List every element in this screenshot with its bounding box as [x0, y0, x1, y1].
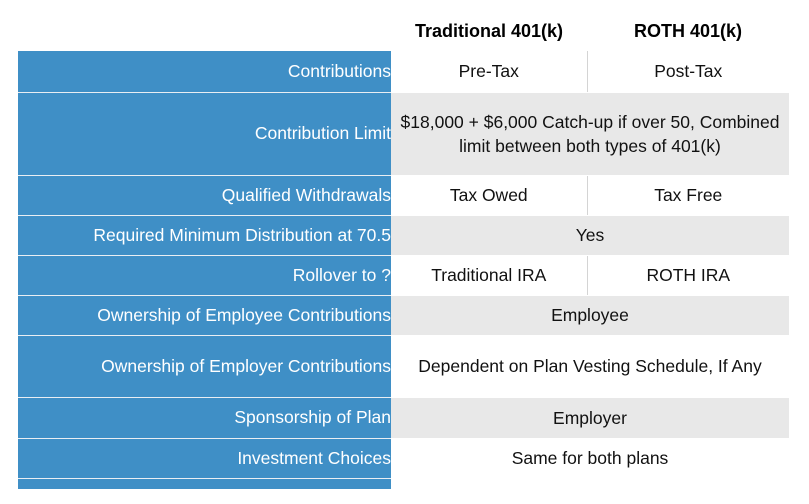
label-column-tail: [18, 478, 391, 489]
row-contributions: Contributions Pre-Tax Post-Tax: [18, 51, 789, 93]
row-qualified-withdrawals: Qualified Withdrawals Tax Owed Tax Free: [18, 175, 789, 216]
cell-combined: Employer: [391, 397, 789, 439]
cell-combined: Yes: [391, 215, 789, 256]
row-label: Contributions: [18, 51, 391, 93]
comparison-table: Traditional 401(k) ROTH 401(k) Contribut…: [18, 11, 789, 489]
footer-blank: [391, 478, 789, 489]
cell-traditional: Traditional IRA: [391, 255, 587, 296]
header-blank-cell: [18, 11, 391, 51]
cell-combined: $18,000 + $6,000 Catch-up if over 50, Co…: [391, 92, 789, 176]
cell-traditional: Pre-Tax: [391, 51, 587, 93]
row-ownership-employee: Ownership of Employee Contributions Empl…: [18, 295, 789, 336]
row-label: Ownership of Employer Contributions: [18, 335, 391, 398]
cell-combined: Dependent on Plan Vesting Schedule, If A…: [391, 335, 789, 398]
column-header-traditional: Traditional 401(k): [414, 20, 564, 41]
cell-roth: Post-Tax: [586, 51, 789, 93]
cell-combined: Employee: [391, 295, 789, 336]
row-label: Rollover to ?: [18, 255, 391, 296]
cell-combined: Same for both plans: [391, 438, 789, 479]
row-label: Contribution Limit: [18, 92, 391, 176]
row-ownership-employer: Ownership of Employer Contributions Depe…: [18, 335, 789, 398]
cell-roth: ROTH IRA: [586, 255, 789, 296]
column-header-roth: ROTH 401(k): [633, 20, 743, 41]
cell-traditional: Tax Owed: [391, 175, 587, 216]
row-label: Ownership of Employee Contributions: [18, 295, 391, 336]
row-rollover: Rollover to ? Traditional IRA ROTH IRA: [18, 255, 789, 296]
row-sponsorship: Sponsorship of Plan Employer: [18, 397, 789, 439]
header-row: Traditional 401(k) ROTH 401(k): [18, 11, 789, 51]
row-label: Investment Choices: [18, 438, 391, 479]
row-label: Required Minimum Distribution at 70.5: [18, 215, 391, 256]
row-contribution-limit: Contribution Limit $18,000 + $6,000 Catc…: [18, 92, 789, 176]
row-required-minimum-distribution: Required Minimum Distribution at 70.5 Ye…: [18, 215, 789, 256]
table-footer-strip: [18, 478, 789, 489]
cell-roth: Tax Free: [586, 175, 789, 216]
row-label: Qualified Withdrawals: [18, 175, 391, 216]
row-investment-choices: Investment Choices Same for both plans: [18, 438, 789, 479]
row-label: Sponsorship of Plan: [18, 397, 391, 439]
